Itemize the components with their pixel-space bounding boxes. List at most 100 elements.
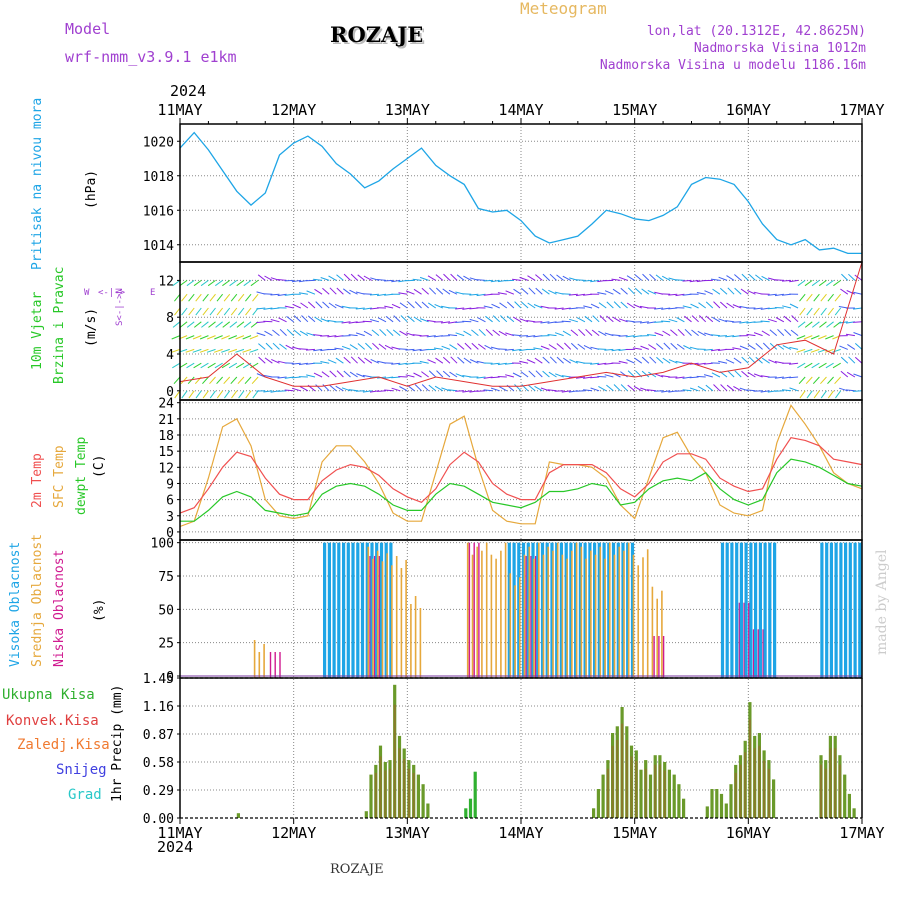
wind-arrow: [542, 370, 550, 378]
cloud-bar: [613, 554, 616, 678]
cloud-bar: [602, 542, 606, 678]
cloud-bar: [471, 554, 474, 678]
wind-arrow: [726, 302, 735, 309]
wind-arrow: [256, 332, 266, 337]
wind-arrow: [371, 329, 380, 336]
pressure-title: Pritisak na nivou mora: [30, 97, 45, 270]
precip-conv-bar: [389, 768, 391, 818]
wind-arrow: [428, 384, 437, 392]
wind-arrow: [207, 279, 216, 287]
wind-arrow: [263, 307, 273, 310]
wind-arrow: [696, 362, 706, 366]
text-layer: 1020101810161014128402421181512963010075…: [143, 101, 885, 842]
cloud-bar: [346, 542, 350, 678]
wind-arrow: [626, 275, 635, 281]
precip-bar: [724, 803, 728, 818]
wind-arrow: [195, 307, 202, 316]
wind-arrow: [362, 320, 372, 323]
cloud-bar: [332, 542, 336, 678]
wind-arrow: [528, 370, 536, 378]
wind-arrow: [171, 348, 181, 353]
wind-arrow: [804, 321, 813, 328]
cloud-bar: [730, 542, 734, 678]
wind-arrow: [250, 279, 259, 287]
wind-arrow: [442, 356, 451, 364]
compass-ns: S<-|->N: [115, 288, 125, 326]
precip-conv-bar: [611, 745, 614, 818]
precip-bar: [710, 789, 714, 818]
wind-arrow: [826, 279, 834, 287]
wind-arrow: [490, 387, 500, 392]
wind-arrow: [710, 278, 720, 281]
cloud-bar: [540, 542, 545, 678]
wind-arrow: [682, 389, 692, 392]
y-tick-label: 50: [158, 603, 174, 618]
wind-arrow: [498, 330, 508, 337]
wind-arrow: [755, 343, 763, 350]
wind-arrow: [583, 389, 593, 392]
wind-arrow: [767, 307, 777, 310]
cloud-bar: [627, 542, 630, 678]
cloud-bar: [569, 542, 573, 678]
wind-arrow: [457, 356, 465, 364]
wind-arrow: [192, 335, 202, 340]
wind-arrow: [562, 275, 571, 281]
precip-conv-bar: [829, 748, 832, 818]
wind-arrow: [321, 371, 330, 378]
precip-bar: [473, 771, 477, 818]
wind-arrow: [662, 357, 671, 364]
wind-arrow: [426, 335, 436, 338]
wind-arrow: [428, 302, 437, 309]
precip-legend-frozen: Zaledj.Kisa: [17, 737, 110, 753]
wind-arrow: [291, 376, 301, 379]
wind-arrow: [641, 356, 650, 364]
compass-e: E: [150, 288, 156, 298]
cloud-bar: [526, 542, 530, 678]
wind-arrow: [230, 293, 238, 302]
wind-arrow: [513, 288, 522, 295]
wind-arrow: [249, 348, 259, 353]
precip-conv-bar: [384, 770, 387, 818]
wind-arrow: [243, 362, 252, 369]
wind-arrow: [341, 335, 351, 337]
y-tick-label: 1020: [143, 135, 174, 150]
wind-arrow: [598, 302, 607, 309]
cloud-bar: [662, 636, 665, 678]
wind-arrow: [462, 307, 472, 310]
wind-arrow: [618, 360, 628, 364]
wind-arrow: [398, 348, 408, 350]
cloud-bar: [853, 542, 857, 678]
wind-arrow: [604, 348, 614, 351]
wind-title-2: Brzina i Pravac: [52, 266, 67, 384]
wind-arrow: [433, 347, 443, 350]
wind-arrow: [711, 316, 721, 323]
wind-arrow: [384, 389, 394, 392]
wind-arrow: [350, 356, 358, 364]
bottom-date-label: 16MAY: [726, 824, 771, 842]
wind-unit: (m/s): [84, 307, 99, 347]
wind-arrow: [761, 357, 770, 364]
wind-arrow: [256, 321, 266, 324]
wind-arrow: [768, 359, 777, 364]
cloud-bar: [661, 590, 663, 678]
wind-arrow: [526, 320, 536, 323]
cloud-bar: [512, 542, 516, 678]
cloud-bar: [844, 542, 848, 678]
wind-arrow: [746, 389, 756, 392]
wind-arrow: [256, 307, 266, 310]
wind-arrow: [355, 321, 365, 324]
wind-arrow: [448, 334, 458, 337]
wind-arrow: [810, 348, 820, 353]
wind-arrow: [284, 389, 294, 392]
wind-arrow: [598, 385, 607, 392]
wind-arrow: [698, 302, 707, 309]
pressure-unit: (hPa): [84, 169, 99, 209]
wind-arrow: [755, 356, 763, 364]
wind-arrow: [689, 387, 699, 392]
wind-arrow: [202, 307, 209, 316]
wind-arrow: [834, 390, 842, 399]
cloud-bar: [485, 542, 488, 678]
wind-arrow: [462, 390, 472, 393]
wind-arrow: [741, 356, 749, 364]
wind-arrow: [391, 279, 401, 283]
